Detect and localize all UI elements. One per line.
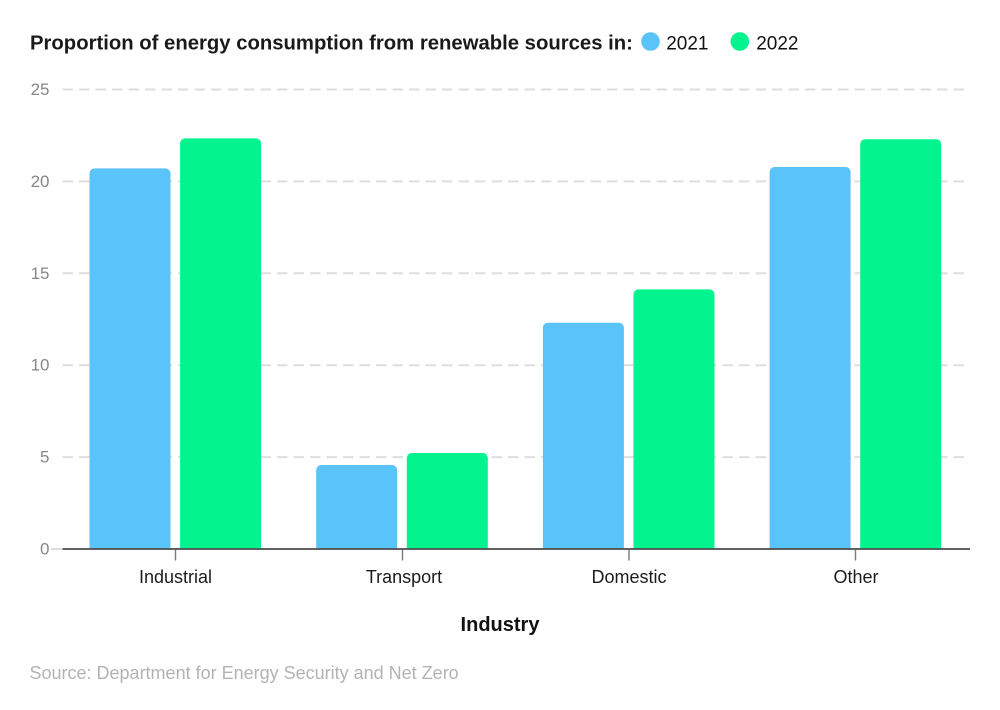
svg-text:2021: 2021: [666, 34, 708, 55]
svg-text:Industry: Industry: [461, 614, 541, 636]
svg-text:Proportion of energy consumpti: Proportion of energy consumption from re…: [30, 33, 633, 55]
svg-text:Source: Department for Energy: Source: Department for Energy Security a…: [30, 663, 459, 683]
svg-text:25: 25: [31, 80, 50, 99]
svg-text:10: 10: [31, 356, 50, 375]
svg-text:Industrial: Industrial: [139, 567, 212, 587]
svg-text:2022: 2022: [756, 34, 798, 55]
svg-text:Domestic: Domestic: [591, 567, 666, 587]
svg-text:5: 5: [40, 448, 49, 467]
svg-text:20: 20: [31, 172, 50, 191]
svg-text:Other: Other: [833, 567, 878, 587]
svg-text:15: 15: [31, 264, 50, 283]
svg-text:Transport: Transport: [366, 567, 442, 587]
svg-text:0: 0: [40, 540, 49, 559]
